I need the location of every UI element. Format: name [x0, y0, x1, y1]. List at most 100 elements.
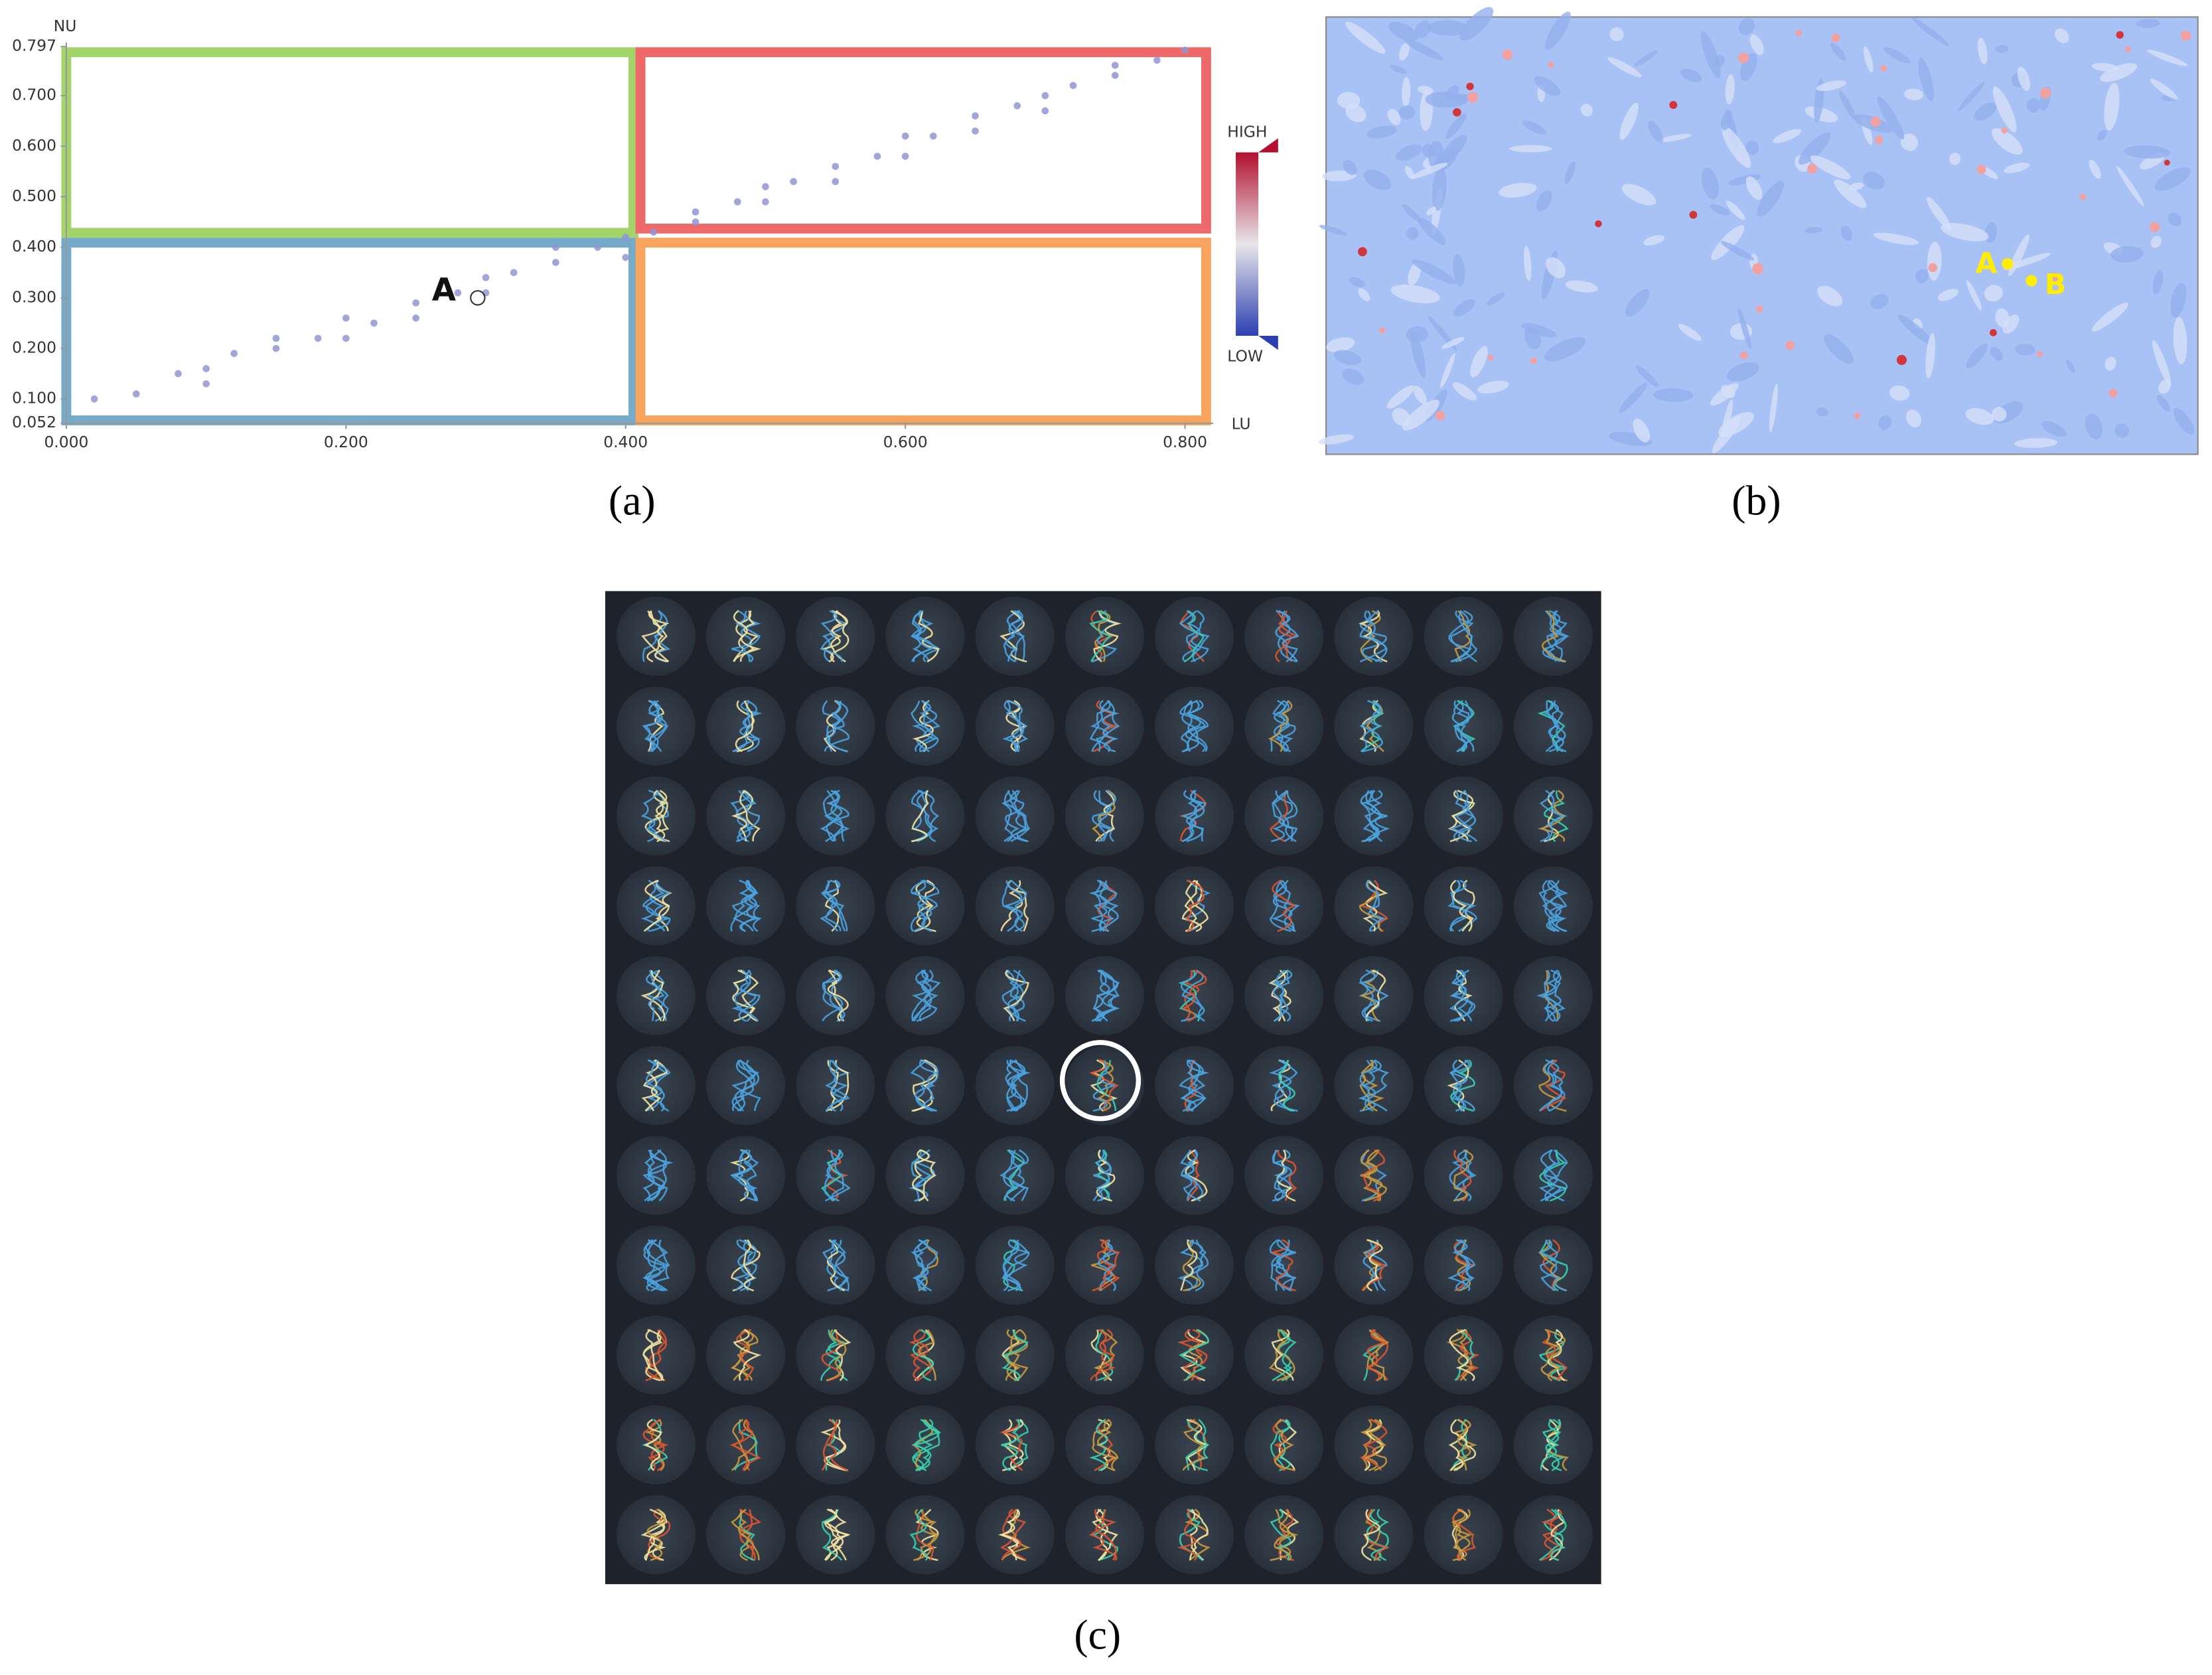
trajectory	[821, 1329, 842, 1382]
point	[342, 334, 350, 342]
trajectory	[1447, 879, 1467, 932]
y-tick-label: 0.600	[12, 136, 56, 155]
trajectory	[732, 1419, 750, 1471]
glyph-bg	[616, 956, 696, 1035]
point	[272, 344, 280, 352]
glyph-bg	[1155, 1226, 1234, 1305]
point	[1069, 82, 1077, 90]
trajectory	[1450, 879, 1473, 932]
texture	[2173, 407, 2195, 435]
trajectory	[919, 1059, 939, 1112]
trajectory	[737, 969, 759, 1022]
texture	[1834, 179, 1867, 208]
point-dot	[2002, 258, 2014, 270]
texture	[1810, 155, 1851, 180]
texture	[1477, 380, 1509, 394]
point	[202, 380, 210, 388]
trajectory	[1544, 790, 1560, 843]
trajectory	[911, 879, 932, 932]
trajectory	[642, 1329, 664, 1382]
glyph-bg	[1334, 1226, 1414, 1305]
glyph-bg	[616, 1135, 696, 1215]
trajectory	[1359, 1418, 1388, 1471]
trajectory	[911, 1059, 938, 1112]
hotspot	[2180, 30, 2191, 41]
trajectory	[1090, 699, 1111, 752]
hotspot	[1740, 351, 1748, 360]
texture	[1406, 227, 1419, 240]
trajectory	[911, 790, 929, 843]
glyph-bg	[1424, 597, 1503, 676]
point	[929, 132, 937, 140]
hotspot	[1737, 52, 1749, 64]
texture	[1995, 308, 2010, 328]
trajectory	[1274, 700, 1291, 753]
trajectory	[1185, 700, 1206, 753]
texture	[1341, 368, 1364, 385]
texture	[2154, 167, 2191, 191]
trajectory	[1364, 1240, 1388, 1291]
trajectory	[646, 969, 667, 1021]
texture	[1625, 289, 1650, 317]
trajectory	[1548, 1509, 1566, 1562]
trajectory	[644, 1059, 662, 1112]
texture	[1926, 196, 1951, 230]
hotspot	[1502, 49, 1513, 60]
trajectory	[643, 879, 670, 932]
trajectory	[1361, 1508, 1380, 1562]
hotspot	[1756, 305, 1763, 313]
trajectory	[1270, 699, 1290, 752]
trajectory	[824, 1149, 842, 1202]
glyph-bg	[616, 1315, 696, 1395]
texture	[1840, 226, 1853, 241]
trajectory	[1091, 699, 1120, 752]
trajectory	[648, 879, 671, 932]
trajectory	[911, 611, 941, 662]
hotspot	[1752, 263, 1763, 275]
texture	[1398, 105, 1416, 119]
trajectory	[912, 1419, 934, 1471]
hotspot	[1874, 135, 1883, 145]
point	[1013, 102, 1021, 109]
texture	[1974, 102, 1997, 121]
trajectory	[1359, 1059, 1378, 1112]
texture	[1452, 382, 1477, 401]
texture	[1749, 34, 1764, 56]
point	[901, 132, 909, 140]
trajectory	[918, 1239, 939, 1291]
trajectory	[1538, 1329, 1567, 1382]
trajectory	[1275, 879, 1296, 932]
trajectory	[1185, 879, 1209, 932]
point	[342, 314, 350, 322]
hotspot	[2040, 88, 2051, 99]
trajectory	[1089, 1059, 1119, 1112]
trajectory	[1180, 970, 1205, 1022]
trajectory	[645, 1329, 666, 1382]
trajectory	[1360, 1149, 1382, 1202]
trajectory	[909, 1508, 928, 1561]
texture	[2110, 246, 2144, 263]
texture	[1720, 111, 1733, 131]
glyph-bg	[1065, 1405, 1144, 1485]
trajectory	[825, 880, 840, 932]
glyph-bg	[975, 866, 1055, 946]
hotspot	[1896, 354, 1907, 365]
trajectory	[1449, 970, 1473, 1022]
trajectory	[1094, 1418, 1118, 1471]
hotspot	[1530, 357, 1537, 364]
trajectory	[1181, 1059, 1206, 1112]
texture	[1757, 181, 1785, 217]
texture	[1830, 42, 1846, 61]
trajectory	[648, 970, 665, 1021]
glyph-bg	[1513, 866, 1593, 946]
texture	[2002, 315, 2020, 334]
caption: (b)	[1732, 477, 1781, 524]
trajectory	[732, 969, 755, 1022]
region-box	[635, 238, 1211, 425]
glyph-bg	[706, 1405, 786, 1485]
texture	[1904, 88, 1923, 101]
trajectory	[1186, 610, 1209, 663]
trajectory	[1187, 1149, 1200, 1202]
point	[412, 299, 419, 307]
caption: (c)	[1074, 1611, 1121, 1658]
